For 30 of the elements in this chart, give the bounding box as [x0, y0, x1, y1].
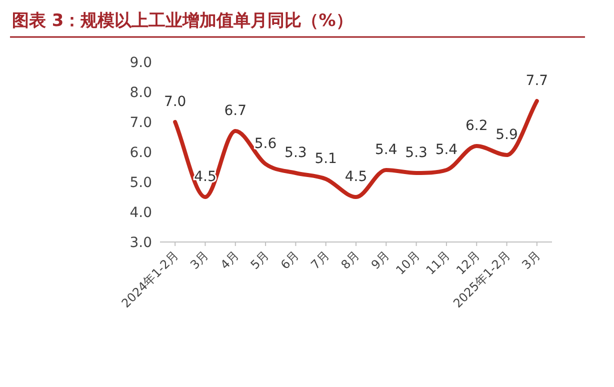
data-label: 5.6 [254, 136, 277, 152]
xtick: 7月 [308, 248, 332, 272]
data-label: 6.2 [465, 118, 488, 134]
data-label: 6.7 [224, 103, 247, 119]
xtick: 10月 [393, 248, 422, 278]
data-label: 7.0 [164, 94, 186, 110]
data-label: 7.7 [526, 73, 548, 89]
xtick: 3月 [188, 248, 212, 272]
ytick: 9.0 [130, 55, 152, 71]
ytick: 6.0 [130, 145, 152, 161]
data-label: 5.4 [375, 142, 398, 158]
data-label: 5.1 [314, 151, 337, 167]
xtick: 8月 [338, 248, 362, 272]
ytick: 7.0 [130, 115, 152, 131]
ytick: 5.0 [130, 175, 152, 191]
xtick: 9月 [368, 248, 392, 272]
xtick: 4月 [218, 248, 242, 272]
ytick: 4.0 [130, 205, 152, 221]
xtick: 11月 [423, 248, 453, 278]
title: 图表 3：规模以上工业增加值单月同比（%） [12, 11, 353, 31]
ytick: 8.0 [130, 85, 152, 101]
data-label: 5.3 [284, 145, 307, 161]
data-label: 5.4 [435, 142, 458, 158]
ytick: 3.0 [130, 235, 152, 251]
data-label: 5.3 [405, 145, 428, 161]
xtick: 3月 [519, 248, 544, 272]
xtick: 5月 [248, 248, 272, 272]
data-label: 4.5 [344, 169, 368, 185]
data-label: 5.9 [496, 127, 518, 143]
xtick: 6月 [278, 248, 302, 272]
